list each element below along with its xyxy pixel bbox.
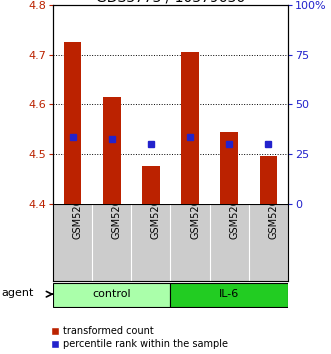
Legend: transformed count, percentile rank within the sample: transformed count, percentile rank withi… xyxy=(51,326,228,349)
Text: GSM526678: GSM526678 xyxy=(268,180,278,239)
Bar xyxy=(53,283,170,307)
Bar xyxy=(103,97,120,204)
Bar xyxy=(64,42,81,204)
Bar xyxy=(220,132,238,204)
Bar xyxy=(260,156,277,204)
Text: GSM526562: GSM526562 xyxy=(112,180,122,239)
Text: GSM526602: GSM526602 xyxy=(151,180,161,239)
Text: GSM526605: GSM526605 xyxy=(229,180,239,239)
Text: agent: agent xyxy=(2,289,34,298)
Text: control: control xyxy=(92,289,131,299)
Text: GSM526603: GSM526603 xyxy=(190,180,200,239)
Text: IL-6: IL-6 xyxy=(219,289,239,299)
Bar xyxy=(181,52,199,204)
Title: GDS3773 / 10379636: GDS3773 / 10379636 xyxy=(96,0,245,4)
Bar xyxy=(142,166,160,204)
Bar xyxy=(170,283,288,307)
Text: GSM526561: GSM526561 xyxy=(72,180,82,239)
